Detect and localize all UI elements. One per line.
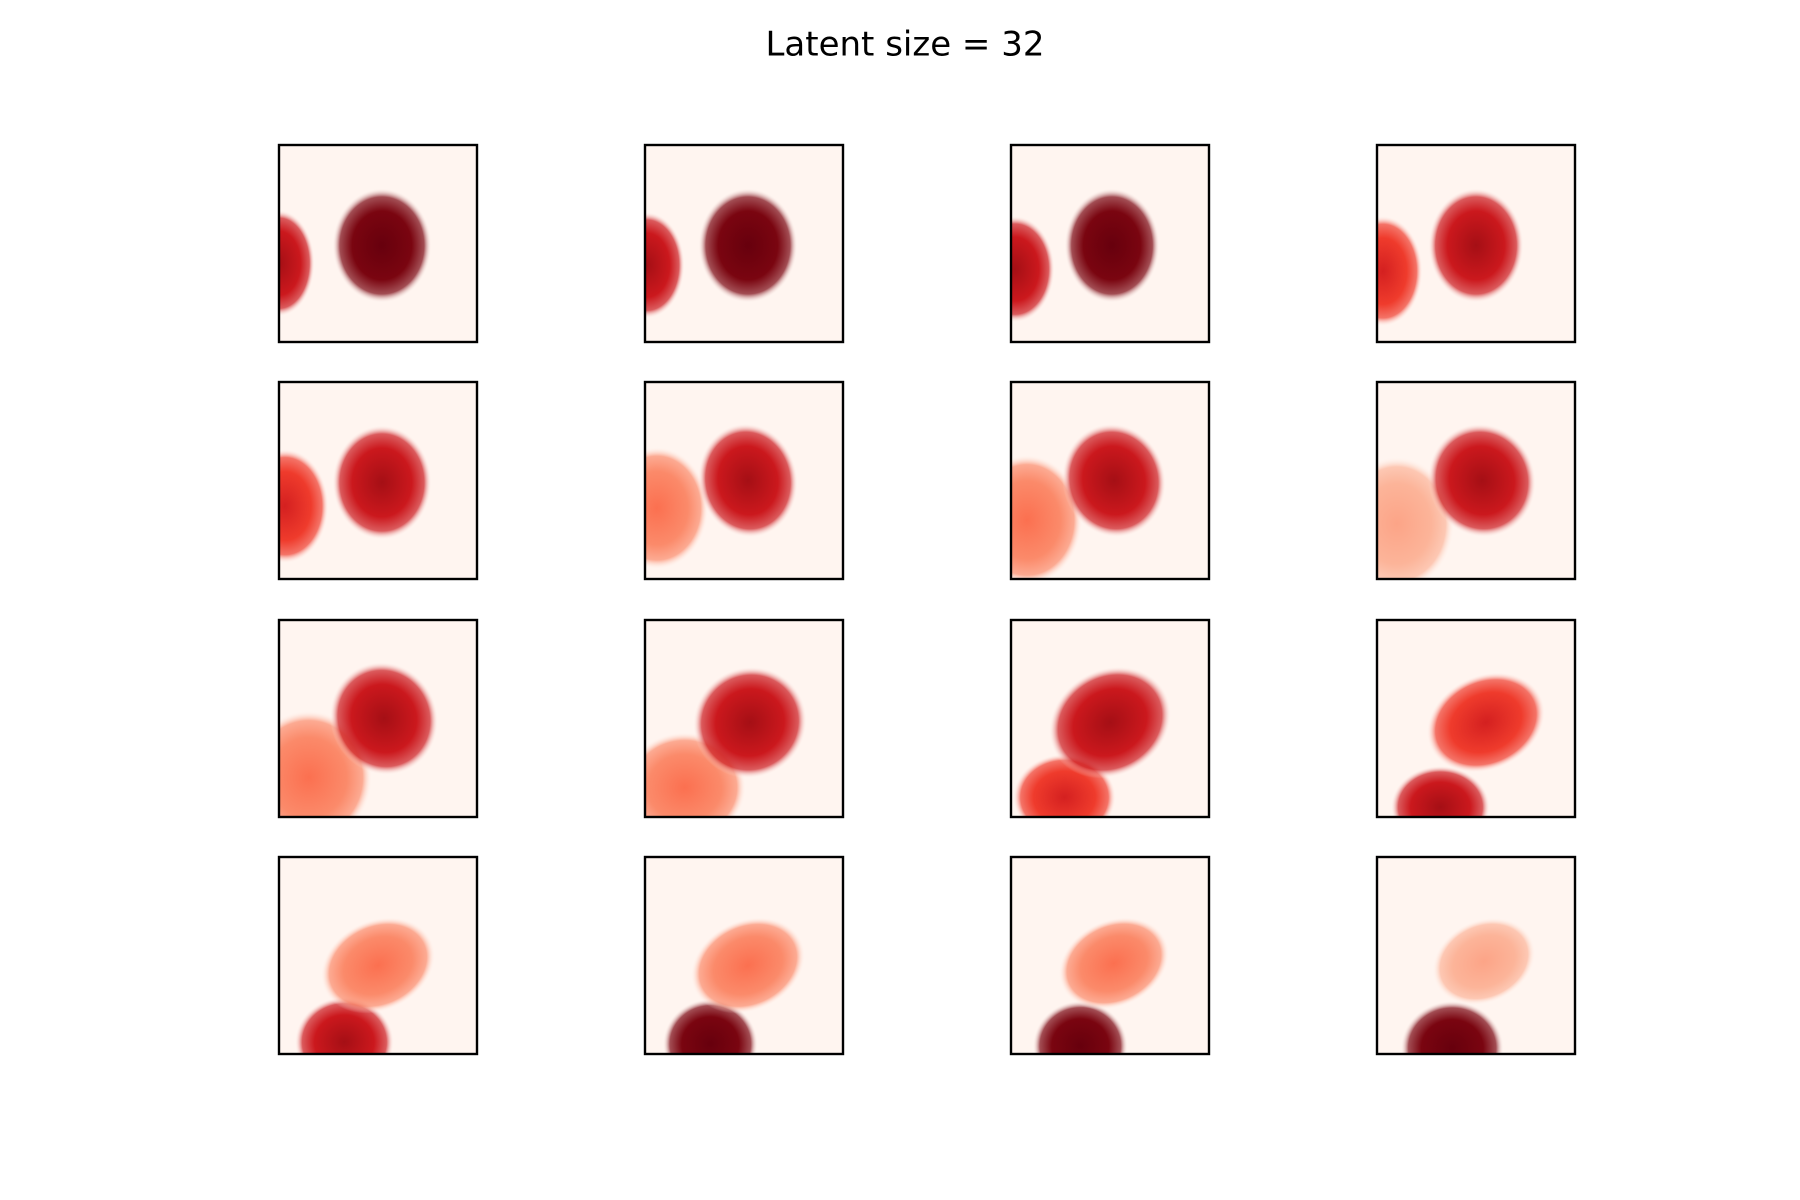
- blob: [279, 448, 329, 564]
- panel-frame: [1009, 855, 1211, 1056]
- panel-frame: [1009, 143, 1211, 344]
- blob: [332, 188, 432, 303]
- blob: [1400, 1000, 1504, 1054]
- blob: [1428, 423, 1536, 538]
- image-panel: [645, 857, 843, 1054]
- image-panel: [1377, 382, 1575, 579]
- image-panel: [1011, 620, 1209, 817]
- blob: [279, 210, 315, 317]
- blob: [690, 917, 806, 1014]
- blob: [1058, 917, 1170, 1010]
- panel-frame: [1375, 143, 1577, 344]
- blob: [1428, 188, 1524, 303]
- image-panel: [279, 382, 477, 579]
- panel-frame: [1375, 618, 1577, 819]
- panel-frame: [277, 855, 479, 1056]
- panel-frame: [277, 380, 479, 581]
- image-panel: [279, 620, 477, 817]
- blob: [698, 188, 798, 303]
- panel-frame: [277, 143, 479, 344]
- blob: [698, 423, 798, 538]
- image-panel: [1011, 857, 1209, 1054]
- blob: [320, 917, 436, 1014]
- blob: [1062, 423, 1166, 538]
- image-panel: [645, 145, 843, 342]
- panel-frame: [277, 618, 479, 819]
- blob: [645, 447, 709, 570]
- blob: [329, 662, 439, 775]
- panel-frame: [643, 143, 845, 344]
- blob: [1064, 188, 1160, 303]
- blob: [645, 211, 685, 319]
- blob: [1032, 1000, 1128, 1054]
- image-panel: [1011, 382, 1209, 579]
- blob: [332, 425, 432, 540]
- image-panel: [1377, 857, 1575, 1054]
- panel-frame: [1375, 855, 1577, 1056]
- image-panel: [279, 145, 477, 342]
- panel-frame: [643, 618, 845, 819]
- image-panel: [1377, 620, 1575, 817]
- blob: [1426, 672, 1546, 773]
- image-panel: [279, 857, 477, 1054]
- panel-frame: [643, 380, 845, 581]
- image-panel: [1377, 145, 1575, 342]
- image-panel: [645, 382, 843, 579]
- panel-frame: [1009, 618, 1211, 819]
- image-panel: [645, 620, 843, 817]
- blob: [1011, 215, 1055, 323]
- blob: [1432, 917, 1536, 1006]
- chart-title: Latent size = 32: [765, 25, 1044, 65]
- blob: [1390, 765, 1490, 817]
- blob: [1377, 215, 1423, 327]
- blob: [1049, 666, 1171, 779]
- image-panel: [1011, 145, 1209, 342]
- panel-frame: [1009, 380, 1211, 581]
- panel-frame: [643, 855, 845, 1056]
- panel-frame: [1375, 380, 1577, 581]
- blob: [693, 666, 807, 779]
